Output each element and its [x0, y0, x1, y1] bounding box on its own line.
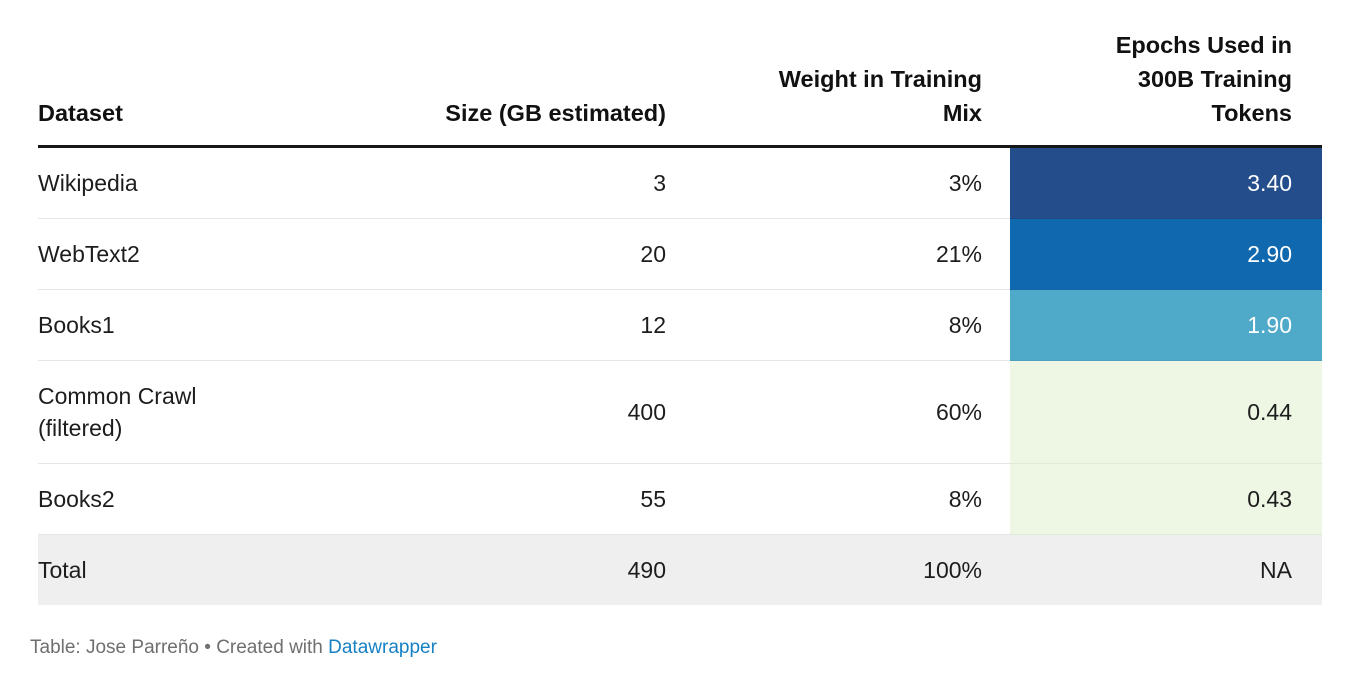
dataset-cell: Books1: [38, 289, 398, 361]
table-row-wikipedia: Wikipedia 3 3% 3.40: [38, 146, 1322, 219]
table-row-common-crawl: Common Crawl (filtered) 400 60% 0.44: [38, 360, 1322, 464]
total-size-cell: 490: [398, 534, 674, 605]
size-cell: 55: [398, 463, 674, 535]
epochs-heatmap-cell: 1.90: [1010, 289, 1322, 361]
total-label-cell: Total: [38, 534, 398, 605]
table-row-books1: Books1 12 8% 1.90: [38, 289, 1322, 361]
weight-cell: 8%: [674, 463, 1010, 535]
attribution-footer: Table: Jose Parreño • Created with Dataw…: [30, 636, 437, 660]
dataset-cell: WebText2: [38, 218, 398, 290]
table-container: Dataset Size (GB estimated) Weight in Tr…: [38, 28, 1322, 605]
credit-text: Table: Jose Parreño • Created with: [30, 637, 329, 658]
size-cell: 400: [398, 360, 674, 464]
epochs-heatmap-cell: 0.44: [1010, 360, 1322, 464]
table-row-total: Total 490 100% NA: [38, 534, 1322, 605]
column-header-epochs: Epochs Used in 300B Training Tokens: [1010, 28, 1322, 148]
epochs-heatmap-cell: 2.90: [1010, 218, 1322, 290]
table-header: Dataset Size (GB estimated) Weight in Tr…: [38, 28, 1322, 148]
total-weight-cell: 100%: [674, 534, 1010, 605]
weight-cell: 3%: [674, 146, 1010, 219]
dataset-cell: Books2: [38, 463, 398, 535]
dataset-table: Dataset Size (GB estimated) Weight in Tr…: [38, 28, 1322, 605]
weight-cell: 8%: [674, 289, 1010, 361]
dataset-cell: Common Crawl (filtered): [38, 360, 398, 464]
header-row: Dataset Size (GB estimated) Weight in Tr…: [38, 28, 1322, 148]
column-header-weight: Weight in Training Mix: [674, 28, 1010, 148]
column-header-size: Size (GB estimated): [398, 28, 674, 148]
size-cell: 3: [398, 146, 674, 219]
epochs-heatmap-cell: 0.43: [1010, 463, 1322, 535]
total-epochs-cell: NA: [1010, 534, 1322, 605]
epochs-heatmap-cell: 3.40: [1010, 146, 1322, 219]
table-row-webtext2: WebText2 20 21% 2.90: [38, 218, 1322, 290]
table-row-books2: Books2 55 8% 0.43: [38, 463, 1322, 535]
table-body: Wikipedia 3 3% 3.40 WebText2 20 21% 2.90…: [38, 146, 1322, 605]
dataset-cell: Wikipedia: [38, 146, 398, 219]
size-cell: 12: [398, 289, 674, 361]
weight-cell: 21%: [674, 218, 1010, 290]
size-cell: 20: [398, 218, 674, 290]
datawrapper-link[interactable]: Datawrapper: [328, 637, 437, 658]
column-header-dataset: Dataset: [38, 28, 398, 148]
weight-cell: 60%: [674, 360, 1010, 464]
